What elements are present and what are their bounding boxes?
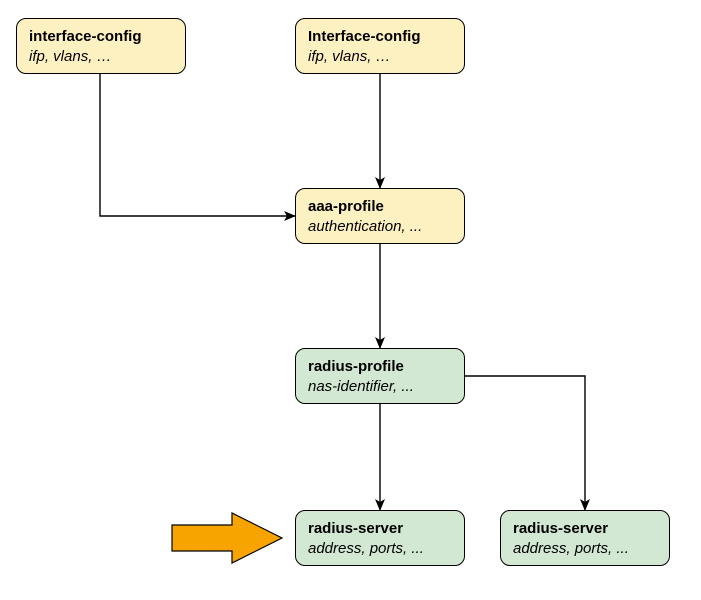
highlight-arrow-icon xyxy=(172,513,282,563)
node-subtitle: ifp, vlans, … xyxy=(308,47,452,67)
node-subtitle: nas-identifier, ... xyxy=(308,377,452,397)
edge-if1-aaa xyxy=(100,74,295,216)
node-subtitle: ifp, vlans, … xyxy=(29,47,173,67)
node-title: radius-server xyxy=(513,519,657,539)
node-rs1: radius-serveraddress, ports, ... xyxy=(295,510,465,566)
node-title: interface-config xyxy=(29,27,173,47)
node-title: Interface-config xyxy=(308,27,452,47)
node-rs2: radius-serveraddress, ports, ... xyxy=(500,510,670,566)
node-if2: Interface-configifp, vlans, … xyxy=(295,18,465,74)
node-rp: radius-profilenas-identifier, ... xyxy=(295,348,465,404)
node-aaa: aaa-profileauthentication, ... xyxy=(295,188,465,244)
node-if1: interface-configifp, vlans, … xyxy=(16,18,186,74)
edge-rp-rs2 xyxy=(465,376,585,510)
node-subtitle: address, ports, ... xyxy=(308,539,452,559)
node-title: radius-profile xyxy=(308,357,452,377)
node-subtitle: address, ports, ... xyxy=(513,539,657,559)
node-title: aaa-profile xyxy=(308,197,452,217)
node-title: radius-server xyxy=(308,519,452,539)
node-subtitle: authentication, ... xyxy=(308,217,452,237)
